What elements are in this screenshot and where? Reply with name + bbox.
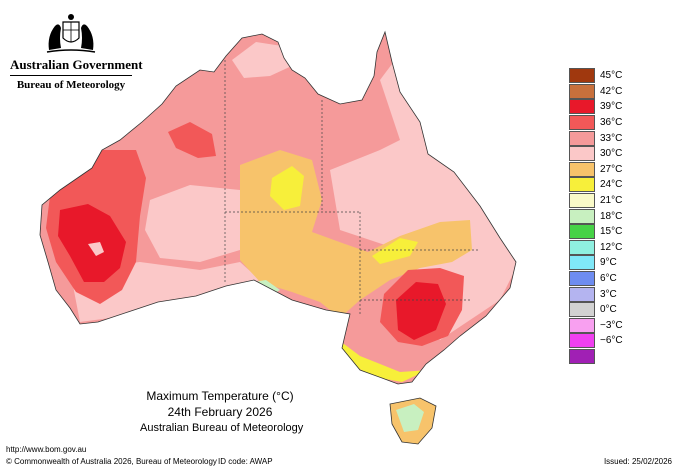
legend-swatch — [569, 302, 595, 318]
legend-label: 45°C — [600, 70, 623, 82]
legend-label: 0°C — [600, 304, 617, 316]
government-branding: Australian Government Bureau of Meteorol… — [10, 10, 143, 91]
legend-item: 42°C — [569, 83, 623, 100]
legend-label: 42°C — [600, 85, 623, 97]
legend-label: 6°C — [600, 273, 617, 285]
legend-swatch — [569, 177, 595, 193]
legend-swatch — [569, 130, 595, 146]
legend-item: 0°C — [569, 302, 623, 318]
zone-39-se — [396, 282, 446, 340]
zone-36-north — [168, 122, 216, 158]
map-source: Australian Bureau of Meteorology — [140, 422, 304, 434]
zone-24-centre — [270, 166, 304, 210]
branding-divider — [10, 75, 132, 76]
legend-item: 3°C — [569, 286, 623, 302]
temperature-legend: 45°C 42°C 39°C 36°C 33°C 30°C 27°C 24°C 21°C 18°C… — [569, 68, 623, 364]
legend-item: 36°C — [569, 115, 623, 131]
legend-label: 3°C — [600, 288, 617, 300]
zone-30-spot — [88, 242, 104, 256]
legend-item: 27°C — [569, 161, 623, 178]
legend-swatch — [569, 271, 595, 287]
map-date: 24th February 2026 — [167, 405, 273, 419]
legend-item: −3°C — [569, 317, 623, 334]
legend-swatch — [569, 146, 595, 162]
zone-39-west — [58, 204, 126, 282]
zone-24-east — [372, 238, 418, 264]
legend-swatch — [569, 333, 595, 349]
footer-issued: Issued: 25/02/2026 — [603, 457, 672, 466]
legend-label: 33°C — [600, 132, 623, 144]
legend-item: 21°C — [569, 193, 623, 209]
legend-item: 33°C — [569, 130, 623, 146]
legend-swatch — [569, 348, 595, 364]
legend-label: 24°C — [600, 179, 623, 191]
tasmania-cool-zone — [396, 404, 424, 432]
legend-label: 30°C — [600, 148, 623, 160]
legend-item: 39°C — [569, 99, 623, 115]
legend-label: −3°C — [600, 319, 623, 331]
map-title-block: Maximum Temperature (°C) 24th February 2… — [140, 388, 304, 436]
footer-copyright: © Commonwealth of Australia 2026, Bureau… — [6, 457, 217, 466]
footer-id-code: ID code: AWAP — [218, 457, 273, 466]
legend-item: 9°C — [569, 255, 623, 271]
legend-swatch — [569, 68, 595, 84]
legend-swatch — [569, 255, 595, 271]
legend-label: 39°C — [600, 101, 623, 113]
legend-swatch — [569, 99, 595, 115]
legend-item: −6°C — [569, 333, 623, 349]
legend-swatch — [569, 208, 595, 224]
legend-item: 30°C — [569, 146, 623, 162]
legend-item: 24°C — [569, 177, 623, 193]
zone-30-cape — [380, 60, 425, 150]
legend-label: 21°C — [600, 195, 623, 207]
legend-swatch — [569, 115, 595, 131]
legend-item: 6°C — [569, 271, 623, 287]
footer-url[interactable]: http://www.bom.gov.au — [6, 445, 87, 454]
legend-swatch — [569, 317, 595, 333]
government-name: Australian Government — [10, 57, 143, 72]
legend-swatch — [569, 239, 595, 255]
legend-label: 36°C — [600, 117, 623, 129]
legend-label: 12°C — [600, 241, 623, 253]
legend-swatch — [569, 193, 595, 209]
legend-swatch — [569, 224, 595, 240]
map-title: Maximum Temperature (°C) — [146, 389, 294, 403]
legend-label: −6°C — [600, 335, 623, 347]
legend-label: 18°C — [600, 210, 623, 222]
legend-swatch — [569, 161, 595, 177]
zone-30-topend — [232, 42, 296, 78]
legend-swatch — [569, 83, 595, 99]
legend-item: 18°C — [569, 208, 623, 224]
legend-item — [569, 348, 623, 365]
state-borders — [224, 60, 480, 316]
legend-label: 27°C — [600, 163, 623, 175]
legend-swatch — [569, 286, 595, 302]
bureau-name: Bureau of Meteorology — [16, 79, 126, 91]
coat-of-arms-icon — [46, 14, 96, 53]
legend-label: 15°C — [600, 226, 623, 238]
legend-item: 15°C — [569, 224, 623, 240]
legend-label: 9°C — [600, 257, 617, 269]
legend-item: 45°C — [569, 68, 623, 84]
legend-item: 12°C — [569, 239, 623, 256]
zone-30-west — [145, 185, 260, 262]
